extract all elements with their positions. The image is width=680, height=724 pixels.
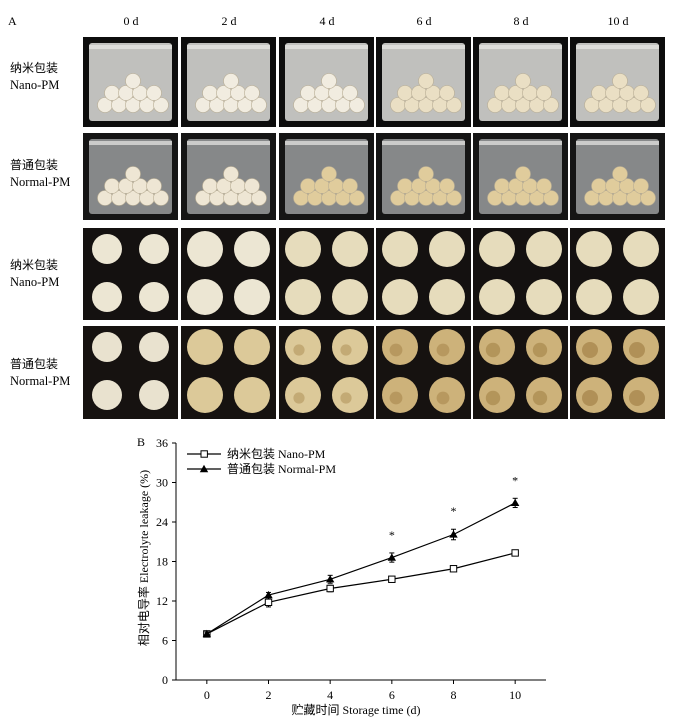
photo-r3-c5 — [570, 326, 665, 419]
data-point-square — [388, 575, 396, 583]
significance-star: * — [451, 504, 457, 518]
photo-r2-c3 — [376, 228, 471, 320]
legend-marker-square — [200, 450, 208, 458]
day-label-2: 4 d — [319, 14, 335, 28]
day-label-3: 6 d — [416, 14, 432, 28]
legend-label-1: 普通包装 Normal-PM — [227, 462, 336, 476]
photo-r3-c1 — [181, 326, 276, 419]
photo-r3-c3 — [376, 326, 471, 419]
x-tick-label: 10 — [509, 688, 521, 702]
photo-r0-c4 — [473, 37, 568, 127]
photo-r0-c2 — [279, 37, 374, 127]
day-label-5: 10 d — [607, 14, 629, 28]
x-tick-label: 8 — [451, 688, 457, 702]
significance-star: * — [512, 473, 518, 487]
photo-r2-c1 — [181, 228, 276, 320]
data-point-triangle — [202, 629, 212, 638]
data-point-triangle — [387, 553, 397, 561]
legend-label-0: 纳米包装 Nano-PM — [227, 447, 326, 461]
photo-r0-c0 — [83, 37, 178, 127]
legend-marker-triangle — [199, 464, 209, 473]
photo-r2-c0 — [83, 228, 178, 320]
panel-a-letter: A — [8, 14, 17, 28]
row-label-normal-bag: 普通包装 Normal-PM — [10, 158, 71, 189]
data-point-triangle — [510, 498, 520, 507]
x-axis-label: 贮藏时间 Storage time (d) — [292, 702, 421, 717]
photo-r3-c4 — [473, 326, 568, 419]
photo-r0-c3 — [376, 37, 471, 127]
data-point-square — [264, 598, 273, 607]
photo-r3-c2 — [279, 326, 374, 419]
data-point-triangle — [325, 575, 335, 583]
photo-r3-c0 — [83, 326, 178, 419]
day-label-4: 8 d — [513, 14, 529, 28]
y-tick-label: 36 — [156, 436, 168, 450]
row-label-nano-bag: 纳米包装 Nano-PM — [10, 61, 60, 92]
photo-r2-c5 — [570, 228, 665, 320]
series-layer: * * * — [202, 473, 520, 638]
photo-r1-c0 — [83, 133, 178, 220]
x-tick-label: 4 — [327, 688, 333, 702]
photo-r1-c5 — [570, 133, 665, 220]
photo-r1-c4 — [473, 133, 568, 220]
significance-star: * — [389, 528, 395, 542]
series-1 — [202, 497, 520, 638]
series-line-0 — [206, 552, 516, 635]
series-0 — [203, 549, 519, 638]
y-tick-label: 12 — [156, 594, 168, 608]
y-tick-label: 18 — [156, 555, 168, 569]
photo-r1-c1 — [181, 133, 276, 220]
panel-b-letter: B — [137, 435, 146, 449]
data-point-square — [511, 549, 519, 557]
photo-r0-c1 — [181, 37, 276, 127]
day-label-0: 0 d — [123, 14, 139, 28]
photo-r0-c5 — [570, 37, 665, 127]
photo-r1-c2 — [279, 133, 374, 220]
y-tick-label: 24 — [156, 515, 168, 529]
series-line-1 — [206, 502, 516, 635]
photo-r1-c3 — [376, 133, 471, 220]
photo-r2-c2 — [279, 228, 374, 320]
data-point-triangle — [449, 530, 458, 538]
y-axis-label: 相对电导率 Electrolyte leakage (%) — [136, 470, 151, 646]
y-tick-label: 0 — [162, 673, 168, 687]
y-tick-label: 30 — [156, 476, 168, 490]
data-point-square — [449, 565, 458, 573]
row-label-normal-fruit: 普通包装 Normal-PM — [10, 357, 71, 388]
day-label-1: 2 d — [221, 14, 237, 28]
y-tick-label: 6 — [162, 634, 168, 648]
row-label-nano-fruit: 纳米包装 Nano-PM — [10, 258, 60, 289]
x-tick-label: 2 — [266, 688, 272, 702]
data-point-square — [326, 584, 334, 593]
x-tick-label: 6 — [389, 688, 395, 702]
data-point-triangle — [264, 590, 273, 599]
photo-r2-c4 — [473, 228, 568, 320]
x-tick-label: 0 — [204, 688, 210, 702]
